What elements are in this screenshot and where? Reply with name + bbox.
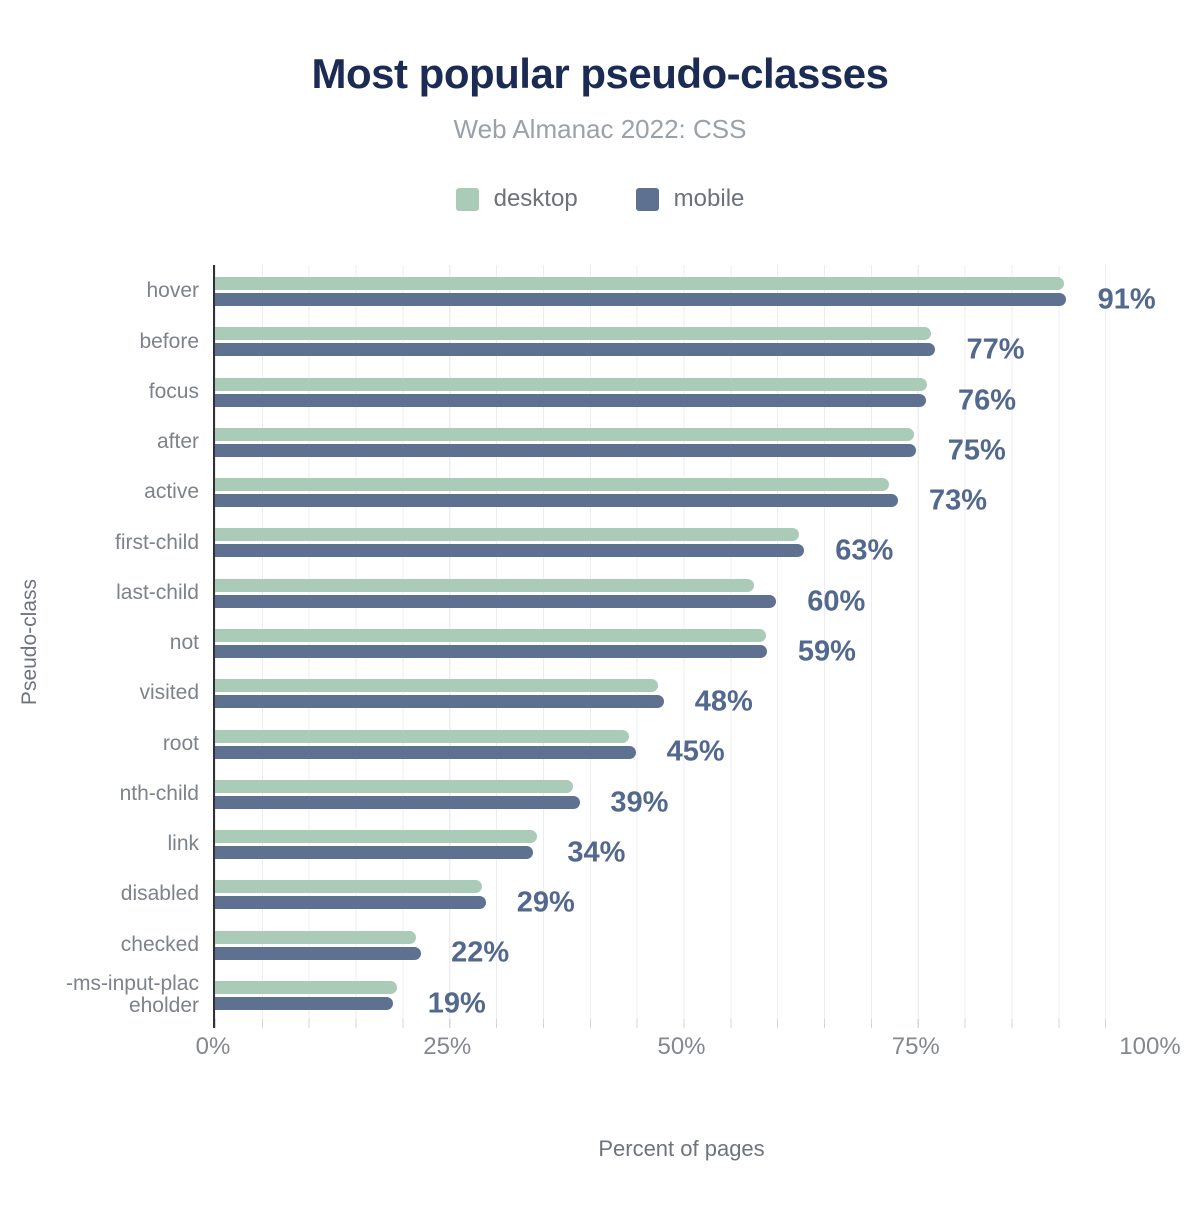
mobile-bar [215, 544, 805, 558]
mobile-bar [215, 996, 393, 1010]
value-label: 22% [451, 936, 510, 969]
x-tick-label: 75% [891, 1032, 940, 1060]
legend-item-desktop: desktop [455, 185, 578, 213]
desktop-bar [215, 679, 659, 693]
mobile-bar [215, 644, 767, 658]
chart-row: 19% [213, 968, 1150, 1020]
category-label: not [169, 631, 199, 655]
category-label: link [167, 832, 199, 856]
chart-row: 76% [213, 365, 1150, 417]
desktop-bar [215, 930, 417, 944]
category-label: focus [148, 379, 199, 403]
mobile-bar [215, 343, 935, 357]
y-axis-title-text: Pseudo-class [18, 578, 41, 706]
chart-row: 22% [213, 918, 1150, 969]
legend: desktop mobile [0, 185, 1200, 213]
value-label: 19% [427, 987, 486, 1020]
x-tick-label: 100% [1119, 1032, 1181, 1060]
mobile-bar [215, 695, 664, 709]
value-label: 29% [516, 886, 575, 919]
value-label: 73% [929, 484, 988, 517]
desktop-bar [215, 377, 927, 391]
category-label: hover [146, 279, 199, 303]
chart-row: 59% [213, 616, 1150, 668]
legend-label: mobile [673, 185, 745, 212]
desktop-bar [215, 578, 754, 592]
x-tick-label: 0% [195, 1032, 231, 1060]
mobile-swatch-icon [635, 187, 659, 211]
chart-row: 75% [213, 415, 1150, 467]
value-label: 45% [666, 735, 725, 768]
x-axis-title: Percent of pages [598, 1135, 765, 1161]
desktop-bar [215, 729, 630, 743]
mobile-bar [215, 946, 421, 960]
mobile-bar [215, 594, 776, 608]
chart-row: 77% [213, 315, 1150, 366]
chart-row: 73% [213, 466, 1150, 517]
desktop-bar [215, 779, 574, 793]
category-label: active [144, 480, 199, 504]
desktop-bar [215, 628, 766, 642]
desktop-bar [215, 980, 398, 994]
desktop-bar [215, 427, 915, 441]
chart-row: 48% [213, 667, 1150, 718]
chart-subtitle: Web Almanac 2022: CSS [453, 114, 747, 144]
category-label: checked [120, 932, 199, 956]
mobile-bar [215, 846, 533, 860]
x-axis-tick-labels: 0% 25% 50% 75% 100% [196, 1028, 1181, 1064]
desktop-bar [215, 528, 800, 542]
value-label: 59% [797, 635, 856, 668]
x-tick-label: 50% [657, 1032, 706, 1060]
value-label: 60% [807, 585, 866, 618]
value-label: 91% [1097, 283, 1156, 316]
value-label: 75% [947, 434, 1006, 467]
chart-row: 39% [213, 767, 1150, 819]
category-label: first-child [114, 530, 199, 554]
chart-row: 45% [213, 717, 1150, 768]
category-label: root [162, 731, 199, 755]
plot-rows: hover 91% before 77% focus 76% after 75% active 7… [60, 265, 1156, 1020]
chart-title: Most popular pseudo-classes [311, 50, 889, 97]
desktop-bar [215, 327, 932, 341]
mobile-bar [215, 745, 636, 759]
category-label: visited [139, 681, 199, 705]
legend-item-mobile: mobile [635, 185, 745, 213]
category-label: after [156, 430, 199, 454]
value-label: 76% [958, 384, 1017, 417]
mobile-bar [215, 896, 487, 910]
mobile-bar [215, 494, 898, 508]
x-axis-ticks [213, 1018, 1150, 1028]
chart-row: 63% [213, 516, 1150, 567]
desktop-swatch-icon [455, 187, 479, 211]
value-label: 34% [567, 836, 626, 869]
x-tick-label: 25% [423, 1032, 472, 1060]
y-axis-title: Pseudo-class [0, 265, 60, 1019]
value-label: 63% [835, 534, 894, 567]
mobile-bar [215, 293, 1066, 307]
value-label: 77% [966, 333, 1025, 366]
category-label: last-child [116, 580, 199, 604]
mobile-bar [215, 393, 926, 407]
mobile-bar [215, 443, 917, 457]
desktop-bar [215, 830, 537, 844]
mobile-bar [215, 795, 580, 809]
category-label: before [139, 329, 199, 353]
chart-row: 60% [213, 566, 1150, 618]
category-label: disabled [120, 882, 199, 906]
chart-row: 34% [213, 817, 1150, 869]
value-label: 48% [694, 685, 753, 718]
category-label: -ms-input-placeholder [65, 971, 199, 1018]
chart-row: 29% [213, 868, 1150, 919]
chart-row: 91% [213, 265, 1156, 316]
desktop-bar [215, 478, 890, 492]
value-label: 39% [610, 786, 669, 819]
category-label: nth-child [119, 781, 199, 805]
chart-plot: Pseudo-class hover 91% before 77% focus 76% af… [0, 265, 1200, 1162]
desktop-bar [215, 880, 483, 894]
desktop-bar [215, 277, 1064, 291]
legend-label: desktop [493, 185, 578, 212]
